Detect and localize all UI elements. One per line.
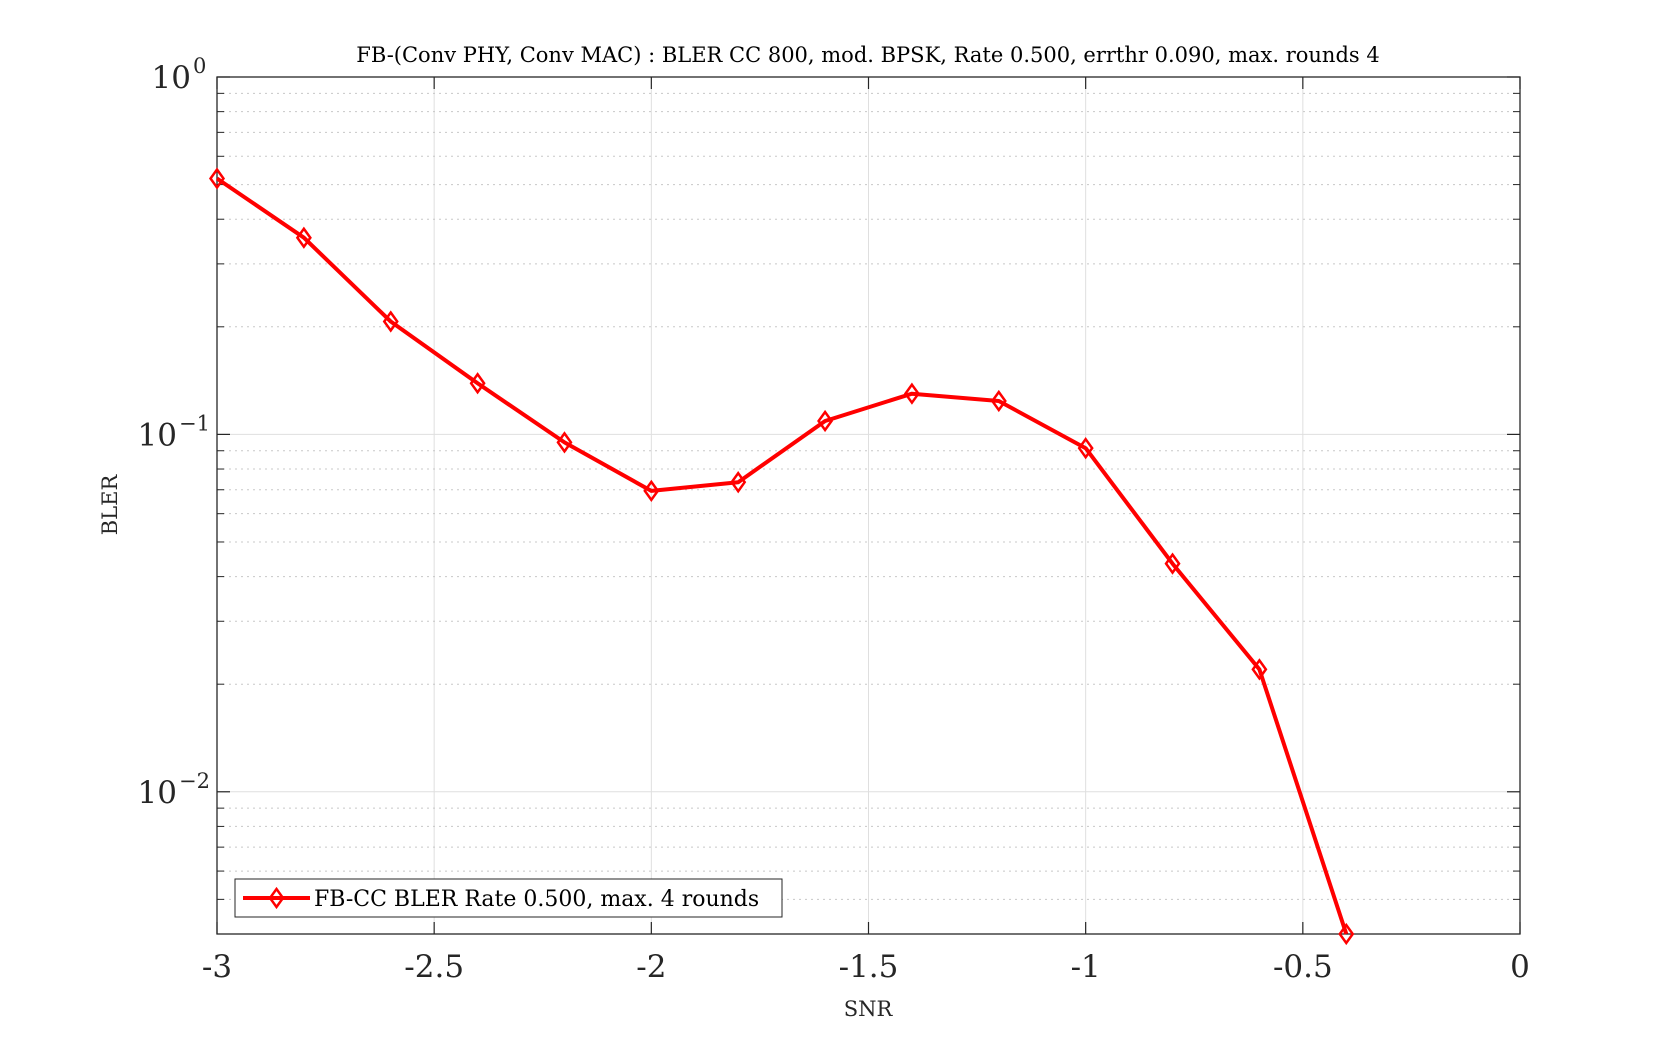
data-point-marker <box>990 389 1007 413</box>
series-layer <box>208 167 1355 946</box>
x-tick-labels: -3 -2.5 -2 -1.5 -1 -0.5 0 <box>202 949 1530 985</box>
legend-marker-sample <box>268 886 285 910</box>
data-point-marker <box>1164 552 1181 575</box>
x-tick-label: 0 <box>1510 949 1530 985</box>
series-line <box>215 176 1349 935</box>
data-point-marker <box>208 167 226 190</box>
legend-box <box>234 878 783 918</box>
data-point-marker <box>903 382 920 405</box>
plot-frame <box>216 76 1521 935</box>
x-tick-label: -1 <box>1071 949 1101 985</box>
legend-entry-label: FB-CC BLER Rate 0.500, max. 4 rounds <box>314 887 759 912</box>
x-axis-label: SNR <box>844 997 894 1021</box>
data-point-marker <box>556 431 573 454</box>
y-tick-label: 10 0 <box>152 54 207 96</box>
x-tick-label: -3 <box>202 949 232 985</box>
y-tick-label: 10 −1 <box>138 411 210 453</box>
y-tick-label-exponent: 0 <box>193 54 206 78</box>
x-tick-label: -2 <box>636 949 666 985</box>
x-tick-label: -2.5 <box>404 949 464 985</box>
data-point-marker <box>730 471 747 494</box>
y-axis-label: BLER <box>98 474 122 536</box>
data-point-marker <box>1077 437 1094 460</box>
chart-title: FB-(Conv PHY, Conv MAC) : BLER CC 800, m… <box>356 43 1379 67</box>
data-point-marker <box>295 226 312 249</box>
data-point-marker <box>817 409 834 433</box>
y-tick-label: 10 −2 <box>138 769 210 811</box>
y-tick-label-exponent: −1 <box>179 411 210 435</box>
y-tick-label-base: 10 <box>152 60 191 96</box>
x-tick-label: -1.5 <box>839 949 899 985</box>
y-tick-label-base: 10 <box>138 775 177 811</box>
y-tick-label-exponent: −2 <box>179 769 210 793</box>
data-point-marker <box>643 479 660 503</box>
data-point-marker <box>469 372 486 395</box>
data-point-marker <box>382 310 399 333</box>
y-tick-label-base: 10 <box>138 417 177 453</box>
data-point-marker <box>1251 658 1268 681</box>
data-point-marker <box>1338 922 1355 946</box>
legend: FB-CC BLER Rate 0.500, max. 4 rounds <box>234 878 783 918</box>
x-tick-label: -0.5 <box>1273 949 1333 985</box>
